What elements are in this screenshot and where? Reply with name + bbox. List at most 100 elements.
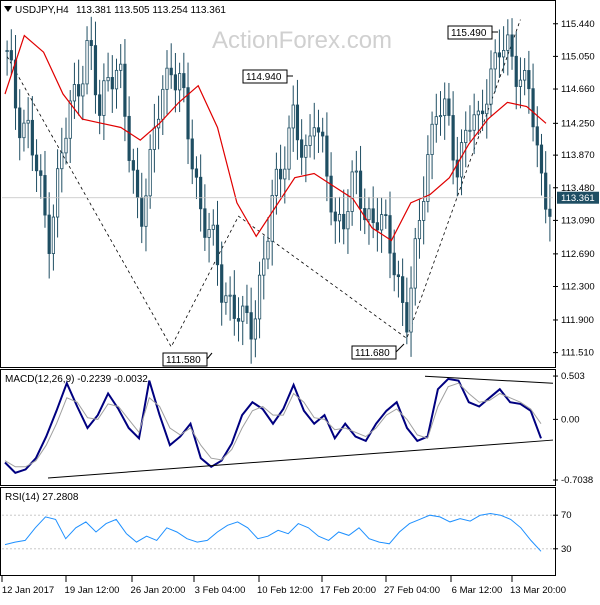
price-candle (392, 252, 396, 276)
x-tick-label: 12 Jan 2017 (2, 585, 54, 596)
annotation-box (351, 345, 397, 360)
price-candle (308, 135, 312, 146)
price-candle (510, 34, 514, 57)
x-axis: 12 Jan 2017 19 Jan 12:00 26 Jan 20:00 3 Feb… (1, 576, 566, 596)
price-candle (367, 208, 371, 221)
x-tick-label: 26 Jan 20:00 (131, 585, 186, 596)
price-candle (236, 318, 241, 322)
price-candle (459, 142, 464, 178)
price-candle (514, 55, 518, 87)
price-candle (64, 137, 68, 154)
price-candle (47, 214, 51, 254)
price-candle (207, 229, 211, 238)
price-candle (396, 274, 401, 278)
price-candle (430, 123, 434, 155)
price-candle (123, 63, 127, 117)
price-candle (199, 176, 203, 210)
price-tick-label: 113.480 (561, 183, 595, 194)
price-candle (85, 40, 89, 85)
price-candle (312, 127, 316, 137)
price-candle (295, 104, 300, 141)
price-candle (190, 138, 194, 170)
price-tick-label: 114.660 (561, 84, 595, 95)
price-candle (531, 88, 535, 128)
rsi-title: RSI(14) 27.2808 (5, 492, 79, 503)
x-tick-label: 19 Jan 12:00 (65, 585, 120, 596)
rsi-line (4, 512, 542, 552)
price-candle (9, 50, 13, 61)
signal-line (4, 382, 542, 468)
x-tick-label: 17 Feb 20:00 (320, 585, 376, 596)
price-candle (480, 110, 485, 115)
price-candle (527, 70, 531, 90)
price-tick-label: 115.050 (561, 51, 595, 62)
price-tick-label: 114.250 (561, 118, 595, 129)
price-panel-frame (0, 0, 556, 368)
macd-tick-label: -0.7038 (561, 475, 593, 486)
price-candle (287, 127, 291, 170)
price-candle (447, 98, 451, 116)
price-candle (186, 87, 190, 140)
price-candle (161, 88, 165, 120)
price-candle (178, 73, 182, 91)
price-candle (279, 168, 283, 180)
zigzag-lines (6, 19, 521, 348)
price-candle (506, 34, 510, 51)
price-candle (405, 302, 409, 333)
price-candle (417, 220, 422, 240)
price-candle (182, 73, 186, 89)
price-candle (127, 115, 131, 161)
price-tick-label: 113.870 (561, 150, 595, 161)
price-candle (325, 135, 329, 177)
price-candle (228, 294, 232, 297)
price-candle (39, 170, 43, 176)
price-candle (43, 175, 47, 216)
symbol-label: USDJPY,H4 (15, 5, 69, 16)
price-candle (422, 201, 426, 221)
price-candle (241, 305, 245, 322)
price-candle (68, 100, 72, 139)
price-candle (384, 214, 388, 217)
price-candle (203, 208, 207, 238)
price-candle (438, 115, 443, 118)
price-candle (77, 84, 81, 97)
ohlc-label: 113.381 113.505 113.254 113.361 (76, 5, 226, 16)
x-tick-label: 6 Mar 12:00 (452, 585, 503, 596)
price-candle (291, 104, 295, 129)
macd-trendline-upper (424, 375, 554, 384)
annotation-label: 111.680 (355, 348, 390, 359)
price-candle (30, 119, 34, 156)
price-candle (489, 68, 493, 105)
price-candle (224, 295, 228, 303)
price-candle (337, 213, 342, 222)
price-candle (274, 168, 278, 196)
price-candle (375, 222, 379, 231)
price-bars (5, 16, 552, 364)
dropdown-triangle-icon (4, 6, 12, 12)
price-candle (379, 214, 384, 231)
price-candle (169, 67, 173, 76)
price-candle (443, 98, 447, 116)
moving-average (4, 34, 547, 242)
price-candle (13, 59, 18, 109)
price-candle (329, 175, 333, 213)
rsi-tick-label: 30 (561, 544, 572, 555)
price-candle (548, 208, 552, 217)
price-candle (5, 50, 9, 52)
price-candle (523, 70, 527, 81)
price-candle (60, 152, 64, 170)
price-candle (249, 312, 253, 340)
price-candle (502, 49, 506, 58)
price-candle (253, 318, 257, 340)
price-axis: 115.440 115.050 114.660 114.250 113.870 113.4… (553, 19, 595, 359)
price-candle (257, 274, 262, 320)
price-candle (220, 264, 224, 303)
price-candle (211, 224, 215, 230)
price-candle (544, 172, 548, 210)
price-candle (89, 40, 93, 46)
price-candle (106, 77, 110, 82)
price-candle (283, 168, 287, 180)
price-candle (342, 213, 346, 230)
price-candle (409, 287, 413, 333)
annotation-connector (206, 352, 213, 360)
